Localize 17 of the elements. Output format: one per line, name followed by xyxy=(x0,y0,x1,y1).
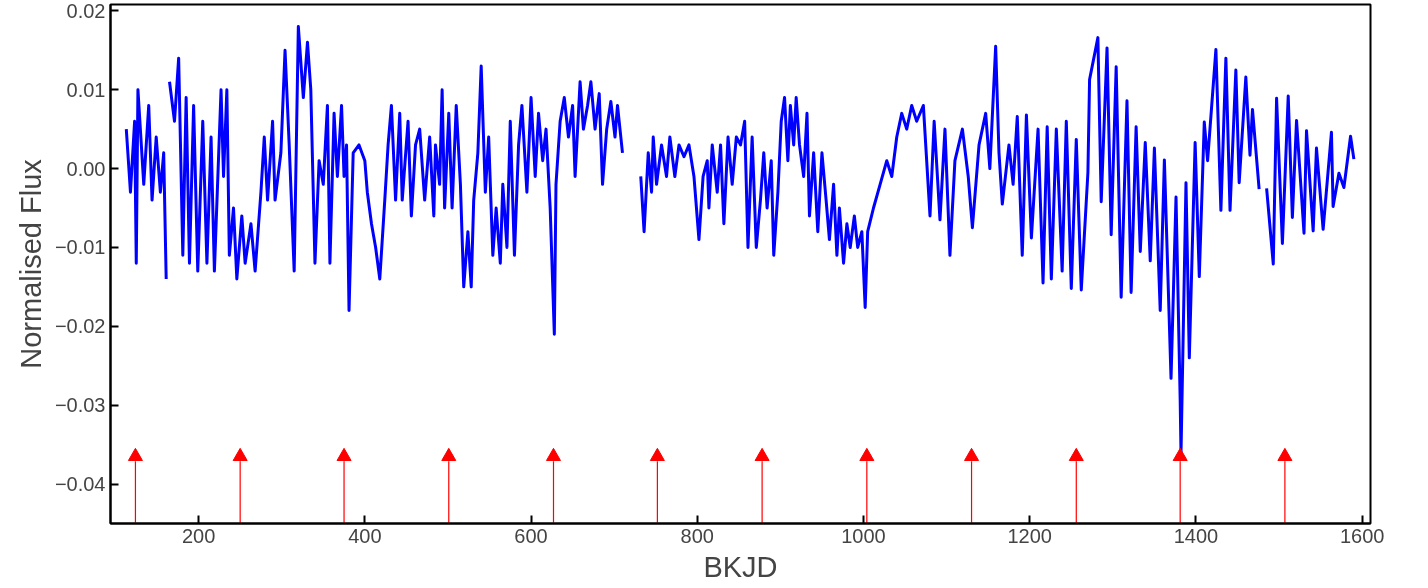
y-tick-label: 0.02 xyxy=(66,0,106,22)
y-tick-label: −0.02 xyxy=(54,315,106,338)
x-tick-label: 1600 xyxy=(1339,524,1385,547)
x-tick-label: 400 xyxy=(348,524,382,547)
y-tick-label: 0.01 xyxy=(66,78,106,101)
x-tick-label: 1200 xyxy=(1007,524,1052,547)
y-tick-label: −0.04 xyxy=(54,473,106,496)
x-tick-label: 1400 xyxy=(1173,524,1219,547)
y-axis-title: Normalised Flux xyxy=(14,158,47,369)
x-tick-label: 600 xyxy=(514,524,548,547)
x-tick-label: 800 xyxy=(680,524,714,547)
y-tick-label: 0.00 xyxy=(66,157,106,180)
y-tick-label: −0.03 xyxy=(54,394,106,417)
x-axis-title: BKJD xyxy=(703,550,778,583)
x-tick-label: 1000 xyxy=(841,524,886,547)
x-tick-label: 200 xyxy=(181,524,216,547)
y-tick-label: −0.01 xyxy=(54,236,106,259)
